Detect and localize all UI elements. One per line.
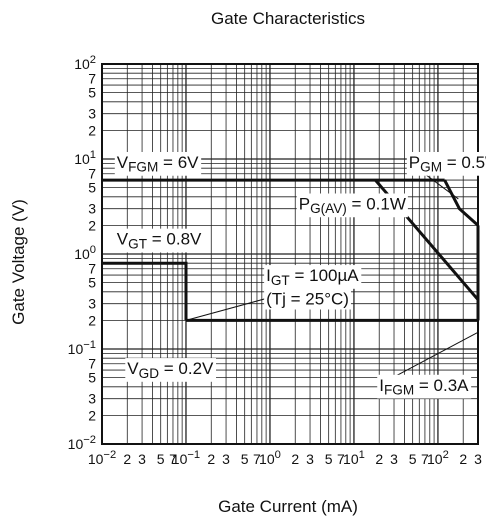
annotation-pgav: PG(AV) = 0.1W bbox=[299, 195, 406, 217]
annotation-bg-igt bbox=[264, 265, 362, 289]
x-tick-label: 5 bbox=[157, 451, 165, 467]
y-tick-label: 3 bbox=[88, 106, 96, 122]
x-tick-label: 2 bbox=[291, 451, 299, 467]
x-tick-label: 2 bbox=[123, 451, 131, 467]
y-tick-label: 3 bbox=[88, 201, 96, 217]
chart-title: Gate Characteristics bbox=[211, 9, 365, 28]
annotation-leader-tj bbox=[185, 298, 267, 321]
x-tick-label: 2 bbox=[207, 451, 215, 467]
y-tick-label: 7 bbox=[88, 71, 96, 87]
annotation-igt: IGT = 100µA bbox=[266, 266, 359, 288]
y-tick-label-decade: 10−1 bbox=[68, 339, 96, 357]
x-tick-label-decade: 10−1 bbox=[172, 449, 200, 467]
series-vgt-box bbox=[102, 261, 188, 321]
x-tick-label: 3 bbox=[474, 451, 482, 467]
y-tick-label: 2 bbox=[88, 122, 96, 138]
x-tick-label: 5 bbox=[409, 451, 417, 467]
y-tick-label: 2 bbox=[88, 407, 96, 423]
annotation-bg-tj bbox=[264, 288, 351, 310]
annotation-vfgm: VFGM = 6V bbox=[117, 153, 199, 175]
annotation-tj: (Tj = 25°C) bbox=[266, 290, 349, 309]
y-tick-label-decade: 10−2 bbox=[68, 434, 96, 452]
y-tick-label-decade: 101 bbox=[74, 149, 96, 167]
y-tick-label: 5 bbox=[88, 180, 96, 196]
y-tick-label: 7 bbox=[88, 261, 96, 277]
x-tick-label: 7 bbox=[337, 451, 345, 467]
annotation-vgd: VGD = 0.2V bbox=[127, 359, 214, 381]
y-tick-label-decade: 102 bbox=[74, 54, 96, 72]
annotations: VFGM = 6V PGM = 0.5WPG(AV) = 0.1W VGT = 0.… bbox=[114, 151, 486, 399]
y-axis-label: Gate Voltage (V) bbox=[9, 199, 28, 325]
annotation-ifgm: IFGM = 0.3A bbox=[379, 376, 469, 398]
annotation-bg-vgd bbox=[125, 358, 217, 382]
y-tick-label: 2 bbox=[88, 217, 96, 233]
y-tick-label: 5 bbox=[88, 370, 96, 386]
x-tick-label: 2 bbox=[459, 451, 467, 467]
y-tick-label: 3 bbox=[88, 296, 96, 312]
x-tick-label: 3 bbox=[222, 451, 230, 467]
x-tick-label: 7 bbox=[421, 451, 429, 467]
x-tick-label: 3 bbox=[390, 451, 398, 467]
x-tick-label: 3 bbox=[138, 451, 146, 467]
annotation-bg-pgm bbox=[406, 151, 486, 176]
x-axis-label: Gate Current (mA) bbox=[218, 497, 358, 516]
y-tick-label: 5 bbox=[88, 85, 96, 101]
annotation-bg-vgt bbox=[114, 228, 205, 253]
annotation-vgt: VGT = 0.8V bbox=[117, 230, 202, 252]
annotation-bg-vfgm bbox=[114, 151, 202, 176]
x-tick-label: 7 bbox=[169, 451, 177, 467]
annotation-pgm: PGM = 0.5W bbox=[409, 153, 486, 175]
x-tick-label: 5 bbox=[241, 451, 249, 467]
y-tick-label: 7 bbox=[88, 166, 96, 182]
x-tick-label-decade: 10−2 bbox=[88, 449, 116, 467]
x-tick-label: 3 bbox=[306, 451, 314, 467]
x-tick-label-decade: 101 bbox=[343, 449, 365, 467]
y-tick-label: 3 bbox=[88, 391, 96, 407]
x-tick-label: 7 bbox=[253, 451, 261, 467]
y-tick-label: 5 bbox=[88, 275, 96, 291]
annotation-bg-ifgm bbox=[377, 374, 472, 399]
annotation-bg-pgav bbox=[296, 193, 408, 218]
series-pgm-curve bbox=[443, 179, 480, 227]
x-tick-label-decade: 100 bbox=[259, 449, 281, 467]
x-tick-label: 5 bbox=[325, 451, 333, 467]
y-tick-label-decade: 100 bbox=[74, 244, 96, 262]
x-tick-label-decade: 102 bbox=[427, 449, 449, 467]
series-group bbox=[102, 178, 480, 322]
x-tick-label: 2 bbox=[375, 451, 383, 467]
y-tick-label: 7 bbox=[88, 356, 96, 372]
y-tick-label: 2 bbox=[88, 312, 96, 328]
